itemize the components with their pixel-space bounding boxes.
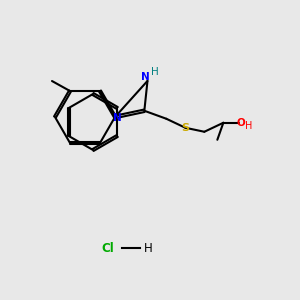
Text: O: O xyxy=(237,118,246,128)
Text: H: H xyxy=(245,121,252,131)
Text: H: H xyxy=(144,242,152,254)
Text: N: N xyxy=(141,72,150,82)
Text: S: S xyxy=(181,123,189,133)
Text: N: N xyxy=(112,113,122,123)
Text: Cl: Cl xyxy=(102,242,114,254)
Text: H: H xyxy=(151,67,158,77)
